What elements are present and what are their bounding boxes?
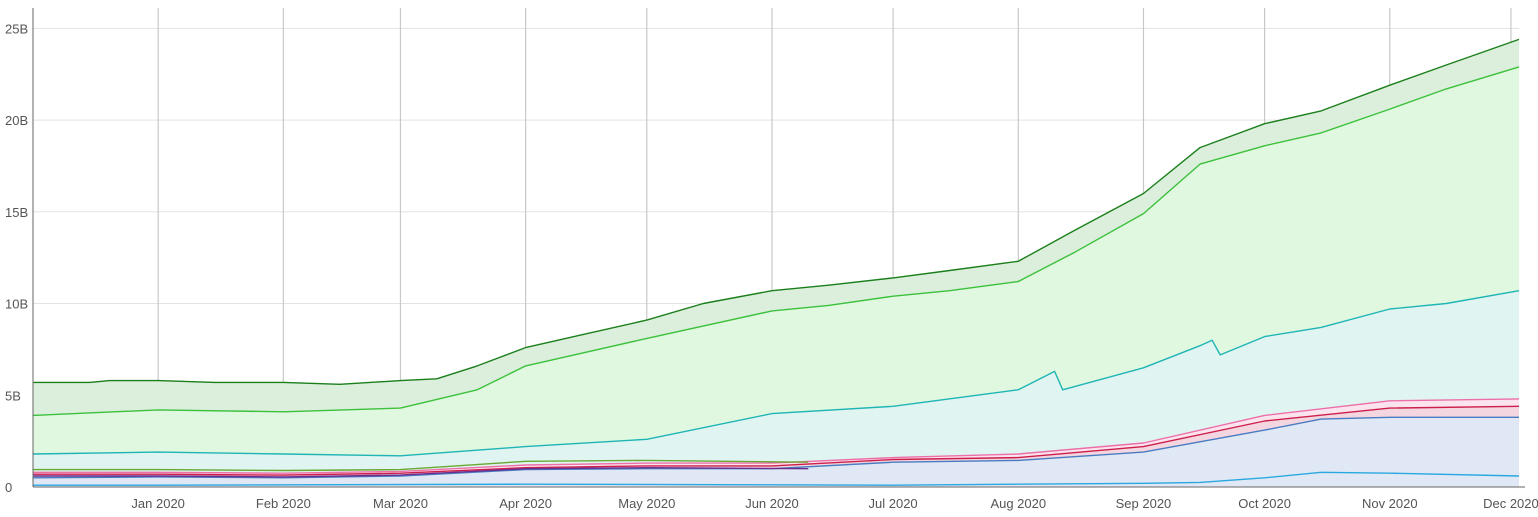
series-line-7 [33,459,809,472]
series-line-9 [33,471,1520,486]
x-tick-label: Mar 2020 [373,496,428,511]
series-line-8 [33,467,809,478]
x-tick-label: Jul 2020 [869,496,918,511]
y-tick-label: 25B [5,21,28,36]
y-tick-label: 0 [5,480,12,495]
axes [32,8,1525,488]
series-area-6 [33,417,1519,487]
series-line-6 [32,416,1519,479]
y-tick-label: 5B [5,388,21,403]
x-tick-label: Nov 2020 [1362,496,1418,511]
series-line-4 [33,398,1520,474]
x-tick-label: Dec 2020 [1483,496,1538,511]
series-line-1 [33,38,1520,385]
x-tick-label: May 2020 [618,496,675,511]
x-tick-label: Sep 2020 [1116,496,1172,511]
series-line-2 [32,66,1520,417]
series-lines [32,38,1520,486]
series-area-3 [33,290,1519,487]
series-line-5 [33,405,1520,476]
x-tick-label: Jun 2020 [745,496,799,511]
tick-labels: 0 5B 10B 15B 20B 25B Jan 2020 Feb 2020 Mar 2020 A… [5,21,1538,511]
x-tick-label: Feb 2020 [256,496,311,511]
x-tick-label: Aug 2020 [990,496,1046,511]
y-tick-label: 20B [5,113,28,128]
series-fills [33,39,1519,488]
x-tick-label: Apr 2020 [499,496,552,511]
x-tick-label: Oct 2020 [1238,496,1291,511]
y-tick-label: 15B [5,205,28,220]
y-tick-label: 10B [5,297,28,312]
x-tick-label: Jan 2020 [131,496,185,511]
series-line-3 [32,290,1520,457]
